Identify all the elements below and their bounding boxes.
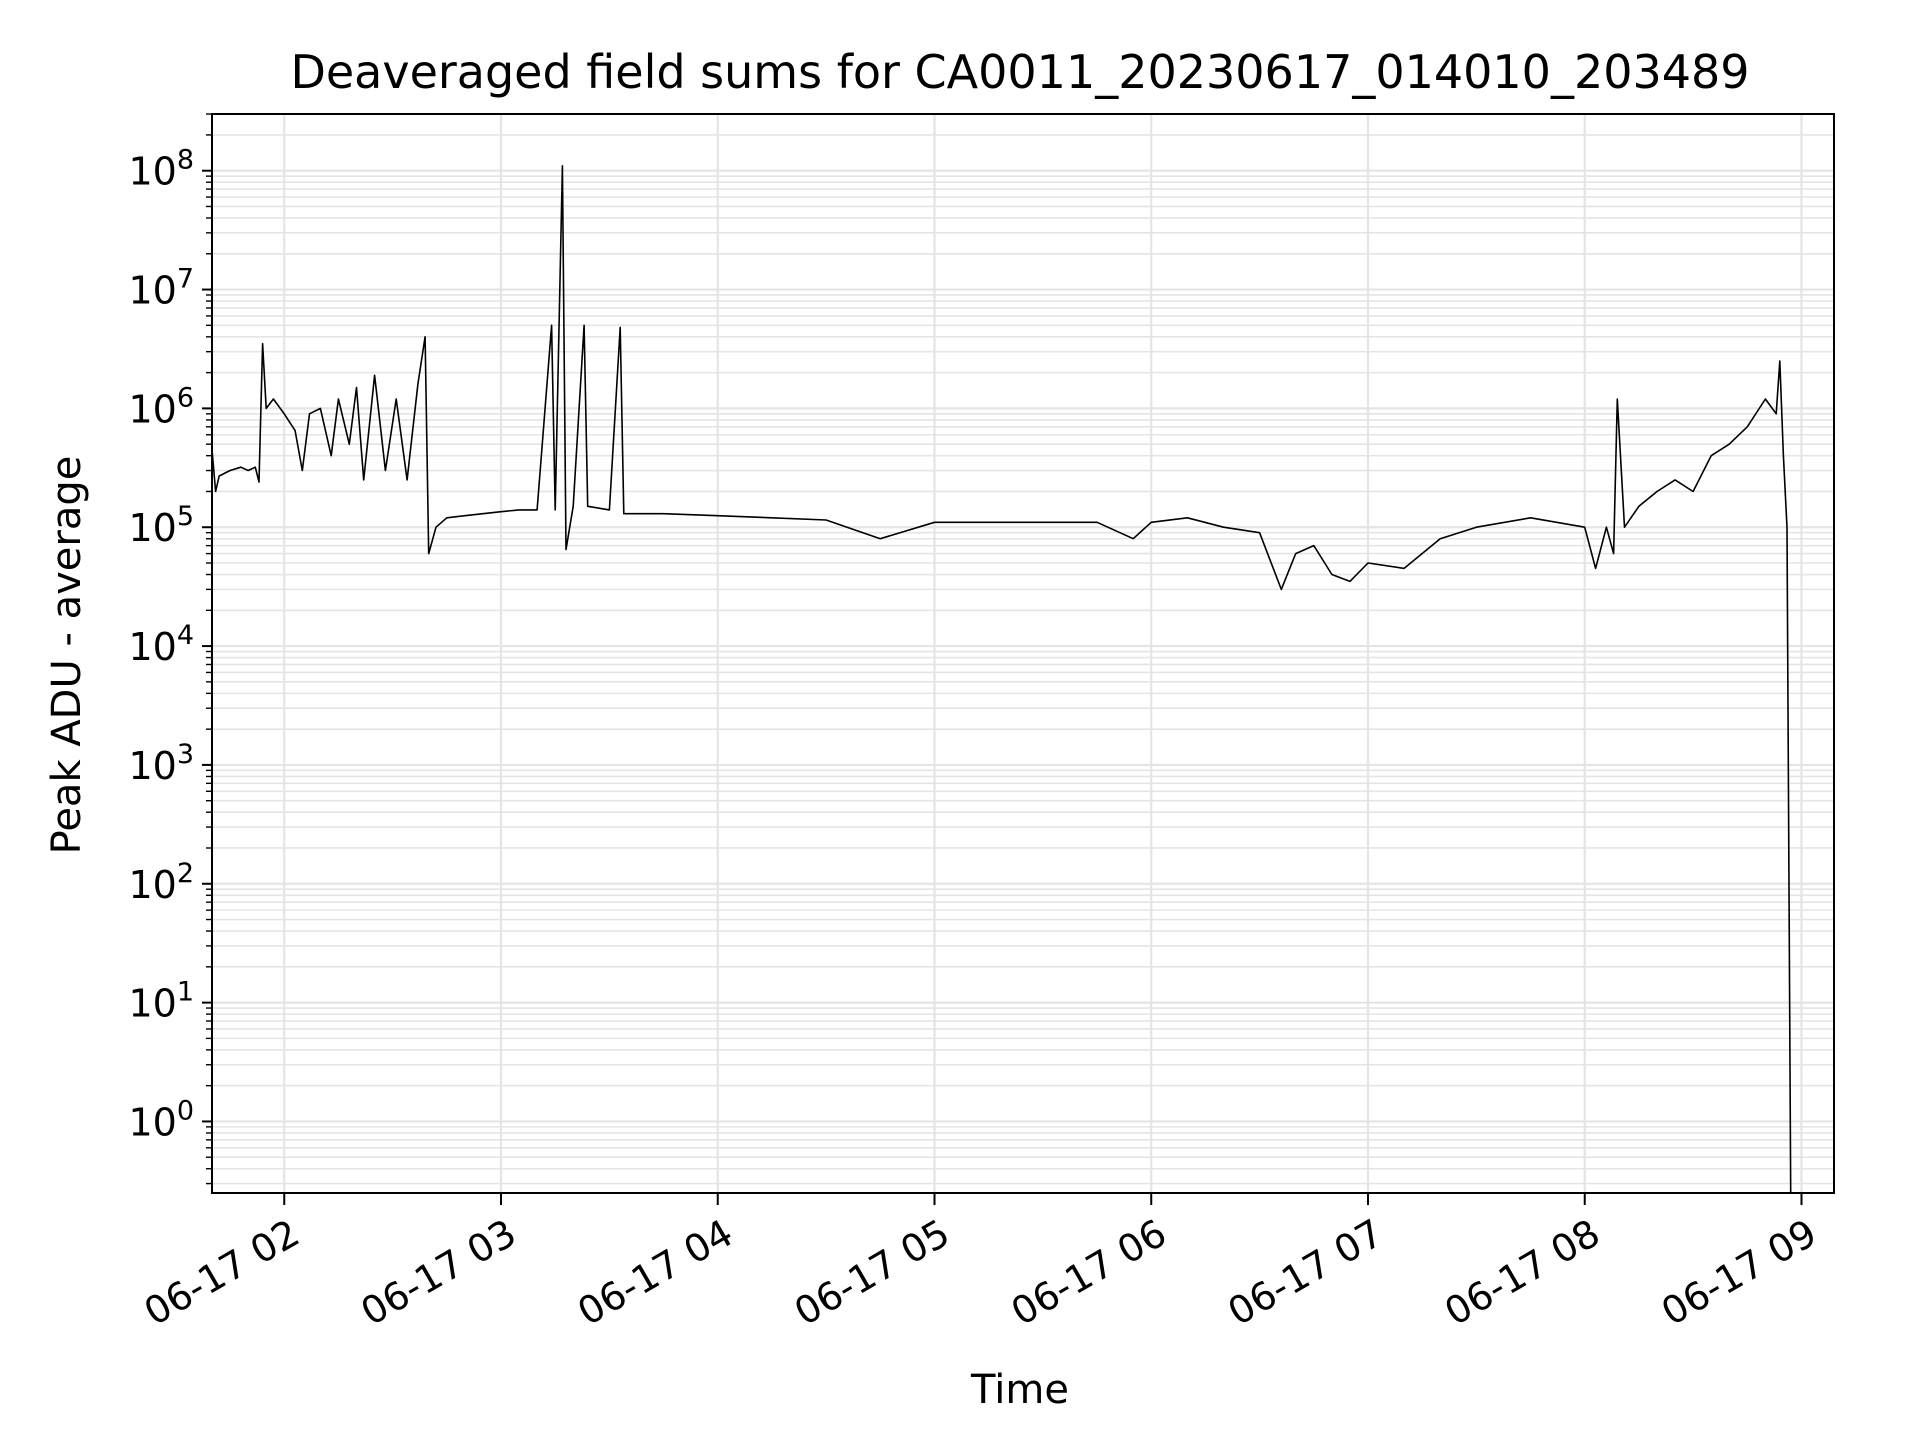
y-tick-label: 101	[128, 977, 194, 1026]
y-tick-label: 104	[128, 620, 194, 669]
x-tick-label: 06-17 07	[1221, 1211, 1391, 1335]
y-tick-label: 102	[128, 858, 194, 907]
y-tick-label: 100	[128, 1095, 194, 1144]
x-tick-label: 06-17 06	[1004, 1211, 1174, 1335]
x-tick-label: 06-17 05	[787, 1211, 957, 1335]
x-tick-label: 06-17 02	[137, 1211, 307, 1335]
data-series-line	[211, 165, 1792, 1194]
y-tick-label: 106	[128, 382, 194, 431]
y-axis: 100 101 102 103 104 105 106 107 108	[128, 113, 212, 1185]
y-axis-label: Peak ADU - average	[44, 456, 90, 855]
x-axis-label: Time	[970, 1367, 1069, 1413]
y-tick-label: 105	[128, 501, 194, 550]
chart-title: Deaveraged field sums for CA0011_2023061…	[290, 45, 1749, 99]
y-tick-label: 103	[128, 739, 194, 788]
x-tick-label: 06-17 08	[1437, 1211, 1607, 1335]
x-tick-label: 06-17 03	[354, 1211, 524, 1335]
x-axis: 06-17 02 06-17 03 06-17 04 06-17 05 06-17 06…	[137, 1193, 1824, 1334]
y-tick-label: 107	[128, 264, 194, 313]
x-tick-label: 06-17 09	[1654, 1211, 1824, 1335]
x-tick-label: 06-17 04	[570, 1211, 740, 1335]
plot-frame	[211, 113, 1835, 1194]
grid-lines	[212, 113, 1834, 1193]
y-tick-label: 108	[128, 145, 194, 194]
